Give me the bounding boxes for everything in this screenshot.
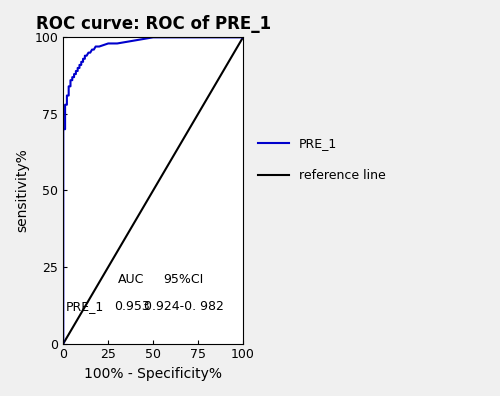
PRE_1 (78, 59, 84, 64)
PRE_1 (64, 93, 70, 98)
PRE_1 (114, 41, 120, 46)
Text: PRE_1: PRE_1 (66, 300, 104, 313)
PRE_1 (68, 84, 73, 89)
PRE_1 (89, 47, 95, 52)
PRE_1 (60, 127, 66, 131)
PRE_1 (80, 56, 86, 61)
PRE_1 (84, 53, 89, 58)
PRE_1 (82, 56, 88, 61)
PRE_1 (132, 38, 138, 43)
PRE_1 (64, 102, 70, 107)
Text: 0.924-0. 982: 0.924-0. 982 (144, 300, 224, 313)
Y-axis label: sensitivity%: sensitivity% (15, 148, 29, 232)
PRE_1 (150, 35, 156, 40)
PRE_1 (62, 127, 68, 131)
PRE_1 (73, 72, 79, 76)
PRE_1 (74, 69, 80, 73)
Title: ROC curve: ROC of PRE_1: ROC curve: ROC of PRE_1 (36, 15, 270, 33)
PRE_1 (76, 63, 82, 67)
PRE_1 (80, 59, 86, 64)
PRE_1 (78, 63, 84, 67)
PRE_1 (62, 102, 68, 107)
PRE_1 (73, 69, 79, 73)
PRE_1 (91, 47, 97, 52)
PRE_1 (74, 66, 80, 70)
PRE_1 (66, 84, 71, 89)
PRE_1 (82, 53, 88, 58)
PRE_1 (60, 341, 66, 346)
Text: AUC: AUC (118, 273, 145, 286)
PRE_1 (92, 44, 98, 49)
Text: 0.953: 0.953 (114, 300, 150, 313)
PRE_1 (70, 75, 75, 80)
Legend: PRE_1, reference line: PRE_1, reference line (253, 132, 391, 187)
PRE_1 (71, 72, 77, 76)
PRE_1 (76, 66, 82, 70)
PRE_1 (240, 35, 246, 40)
PRE_1 (70, 78, 75, 83)
PRE_1 (86, 50, 91, 55)
PRE_1 (71, 75, 77, 80)
Line: PRE_1: PRE_1 (64, 37, 243, 344)
PRE_1 (87, 50, 93, 55)
X-axis label: 100% - Specificity%: 100% - Specificity% (84, 367, 222, 381)
PRE_1 (68, 78, 73, 83)
Text: 95%CI: 95%CI (164, 273, 204, 286)
PRE_1 (96, 44, 102, 49)
PRE_1 (66, 93, 71, 98)
PRE_1 (105, 41, 111, 46)
